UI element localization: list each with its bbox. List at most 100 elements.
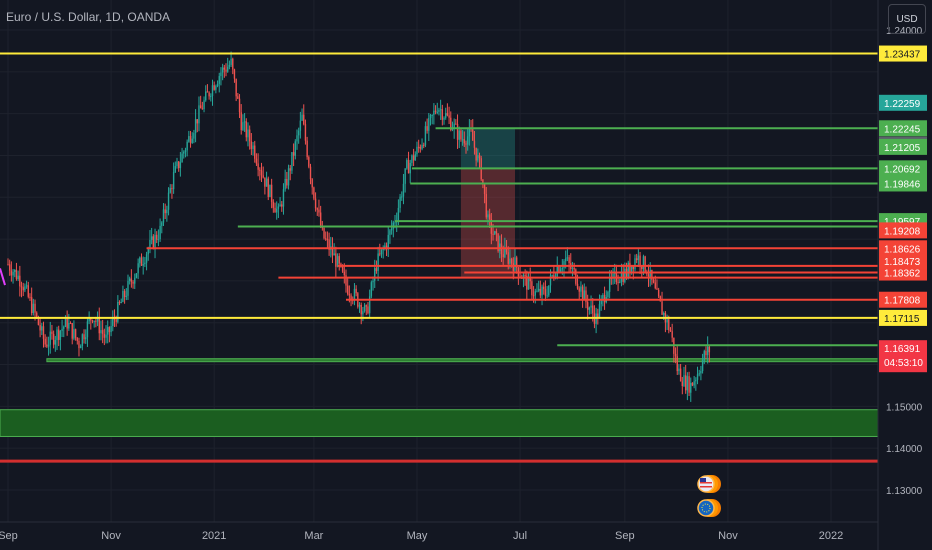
candle-body	[242, 122, 244, 131]
candle	[468, 119, 471, 146]
candle-body	[617, 281, 619, 283]
candle	[210, 93, 212, 102]
candle-body	[144, 262, 146, 265]
candle-body	[292, 152, 295, 156]
candle	[553, 266, 555, 281]
candle	[54, 335, 57, 352]
candle	[250, 133, 253, 156]
candle-body	[161, 222, 163, 226]
candle	[345, 269, 347, 293]
candle-body	[696, 374, 699, 380]
candle-body	[448, 115, 450, 118]
currency-button[interactable]: USD	[888, 4, 926, 34]
candle	[260, 162, 263, 182]
candle	[103, 328, 106, 346]
candle-body	[154, 234, 156, 249]
candle-body	[465, 143, 467, 145]
candle	[287, 164, 290, 190]
candle-body	[177, 161, 180, 169]
long-position-tool[interactable]	[460, 128, 515, 278]
candle	[137, 258, 139, 280]
candle-body	[512, 263, 515, 271]
candle	[656, 279, 658, 290]
candle-body	[370, 282, 373, 297]
candle	[384, 242, 386, 251]
candle-body	[328, 239, 330, 250]
line-price-label-bg	[879, 175, 927, 192]
candle	[705, 346, 707, 360]
price-tick-label: 1.15000	[886, 402, 923, 413]
candle	[534, 288, 536, 304]
candle	[221, 63, 224, 81]
candle-body	[548, 285, 550, 296]
candle	[91, 319, 94, 324]
candle	[238, 94, 241, 119]
candle-body	[267, 178, 269, 197]
candle-body	[272, 201, 275, 208]
eu-flag-icon	[697, 499, 721, 517]
candle-body	[159, 225, 161, 240]
candle-body	[495, 231, 498, 234]
candle	[544, 280, 547, 301]
horizontal-lines[interactable]	[0, 52, 878, 463]
price-label: 1.22259	[879, 94, 927, 111]
candle-body	[196, 119, 198, 124]
candle-body	[308, 157, 310, 167]
candle	[494, 230, 496, 235]
candle	[296, 129, 298, 150]
candle-body	[228, 64, 231, 67]
candle	[620, 263, 623, 287]
candle	[566, 247, 569, 262]
candle-body	[17, 275, 19, 280]
candle	[475, 147, 477, 167]
candle-body	[335, 253, 337, 267]
candle-body	[176, 161, 178, 167]
candle	[671, 323, 673, 343]
candle-body	[27, 285, 29, 297]
candle	[145, 251, 148, 271]
candle	[406, 158, 408, 170]
candle-body	[341, 265, 344, 272]
candle	[541, 284, 543, 306]
candle-body	[223, 67, 226, 70]
candle-body	[14, 269, 16, 272]
candle-body	[179, 162, 182, 169]
candle-body	[429, 115, 432, 119]
candle-body	[252, 145, 254, 150]
candle-body	[140, 257, 143, 266]
candle-body	[634, 258, 636, 270]
candle	[499, 235, 501, 259]
candle-body	[529, 277, 531, 282]
candle-body	[232, 58, 234, 70]
candle-body	[211, 85, 214, 96]
currency-flags-icon[interactable]	[697, 475, 721, 517]
candle	[272, 199, 275, 213]
candle-body	[191, 138, 193, 143]
candle-body	[603, 294, 606, 303]
candle-body	[49, 331, 51, 345]
candle	[156, 231, 158, 244]
candle	[619, 278, 621, 284]
candle	[39, 317, 41, 338]
candle	[698, 369, 700, 377]
candle-body	[482, 179, 484, 185]
candle-body	[627, 262, 629, 277]
candle	[463, 131, 465, 147]
price-label-bg	[879, 222, 927, 239]
candle	[608, 270, 611, 299]
candle-body	[443, 117, 445, 120]
line-price-label-bg	[879, 291, 927, 308]
price-tick-label: 1.14000	[886, 444, 923, 455]
candle-body	[314, 198, 317, 209]
candle-body	[390, 228, 393, 231]
candle	[593, 305, 596, 329]
candle-body	[183, 151, 185, 154]
candle	[51, 324, 53, 340]
line-price-label-text: 1.22245	[884, 124, 921, 135]
candle-body	[345, 275, 347, 286]
candle-body	[612, 273, 614, 279]
candle-body	[58, 329, 60, 340]
candle-body	[201, 108, 204, 110]
candle-body	[537, 288, 540, 291]
